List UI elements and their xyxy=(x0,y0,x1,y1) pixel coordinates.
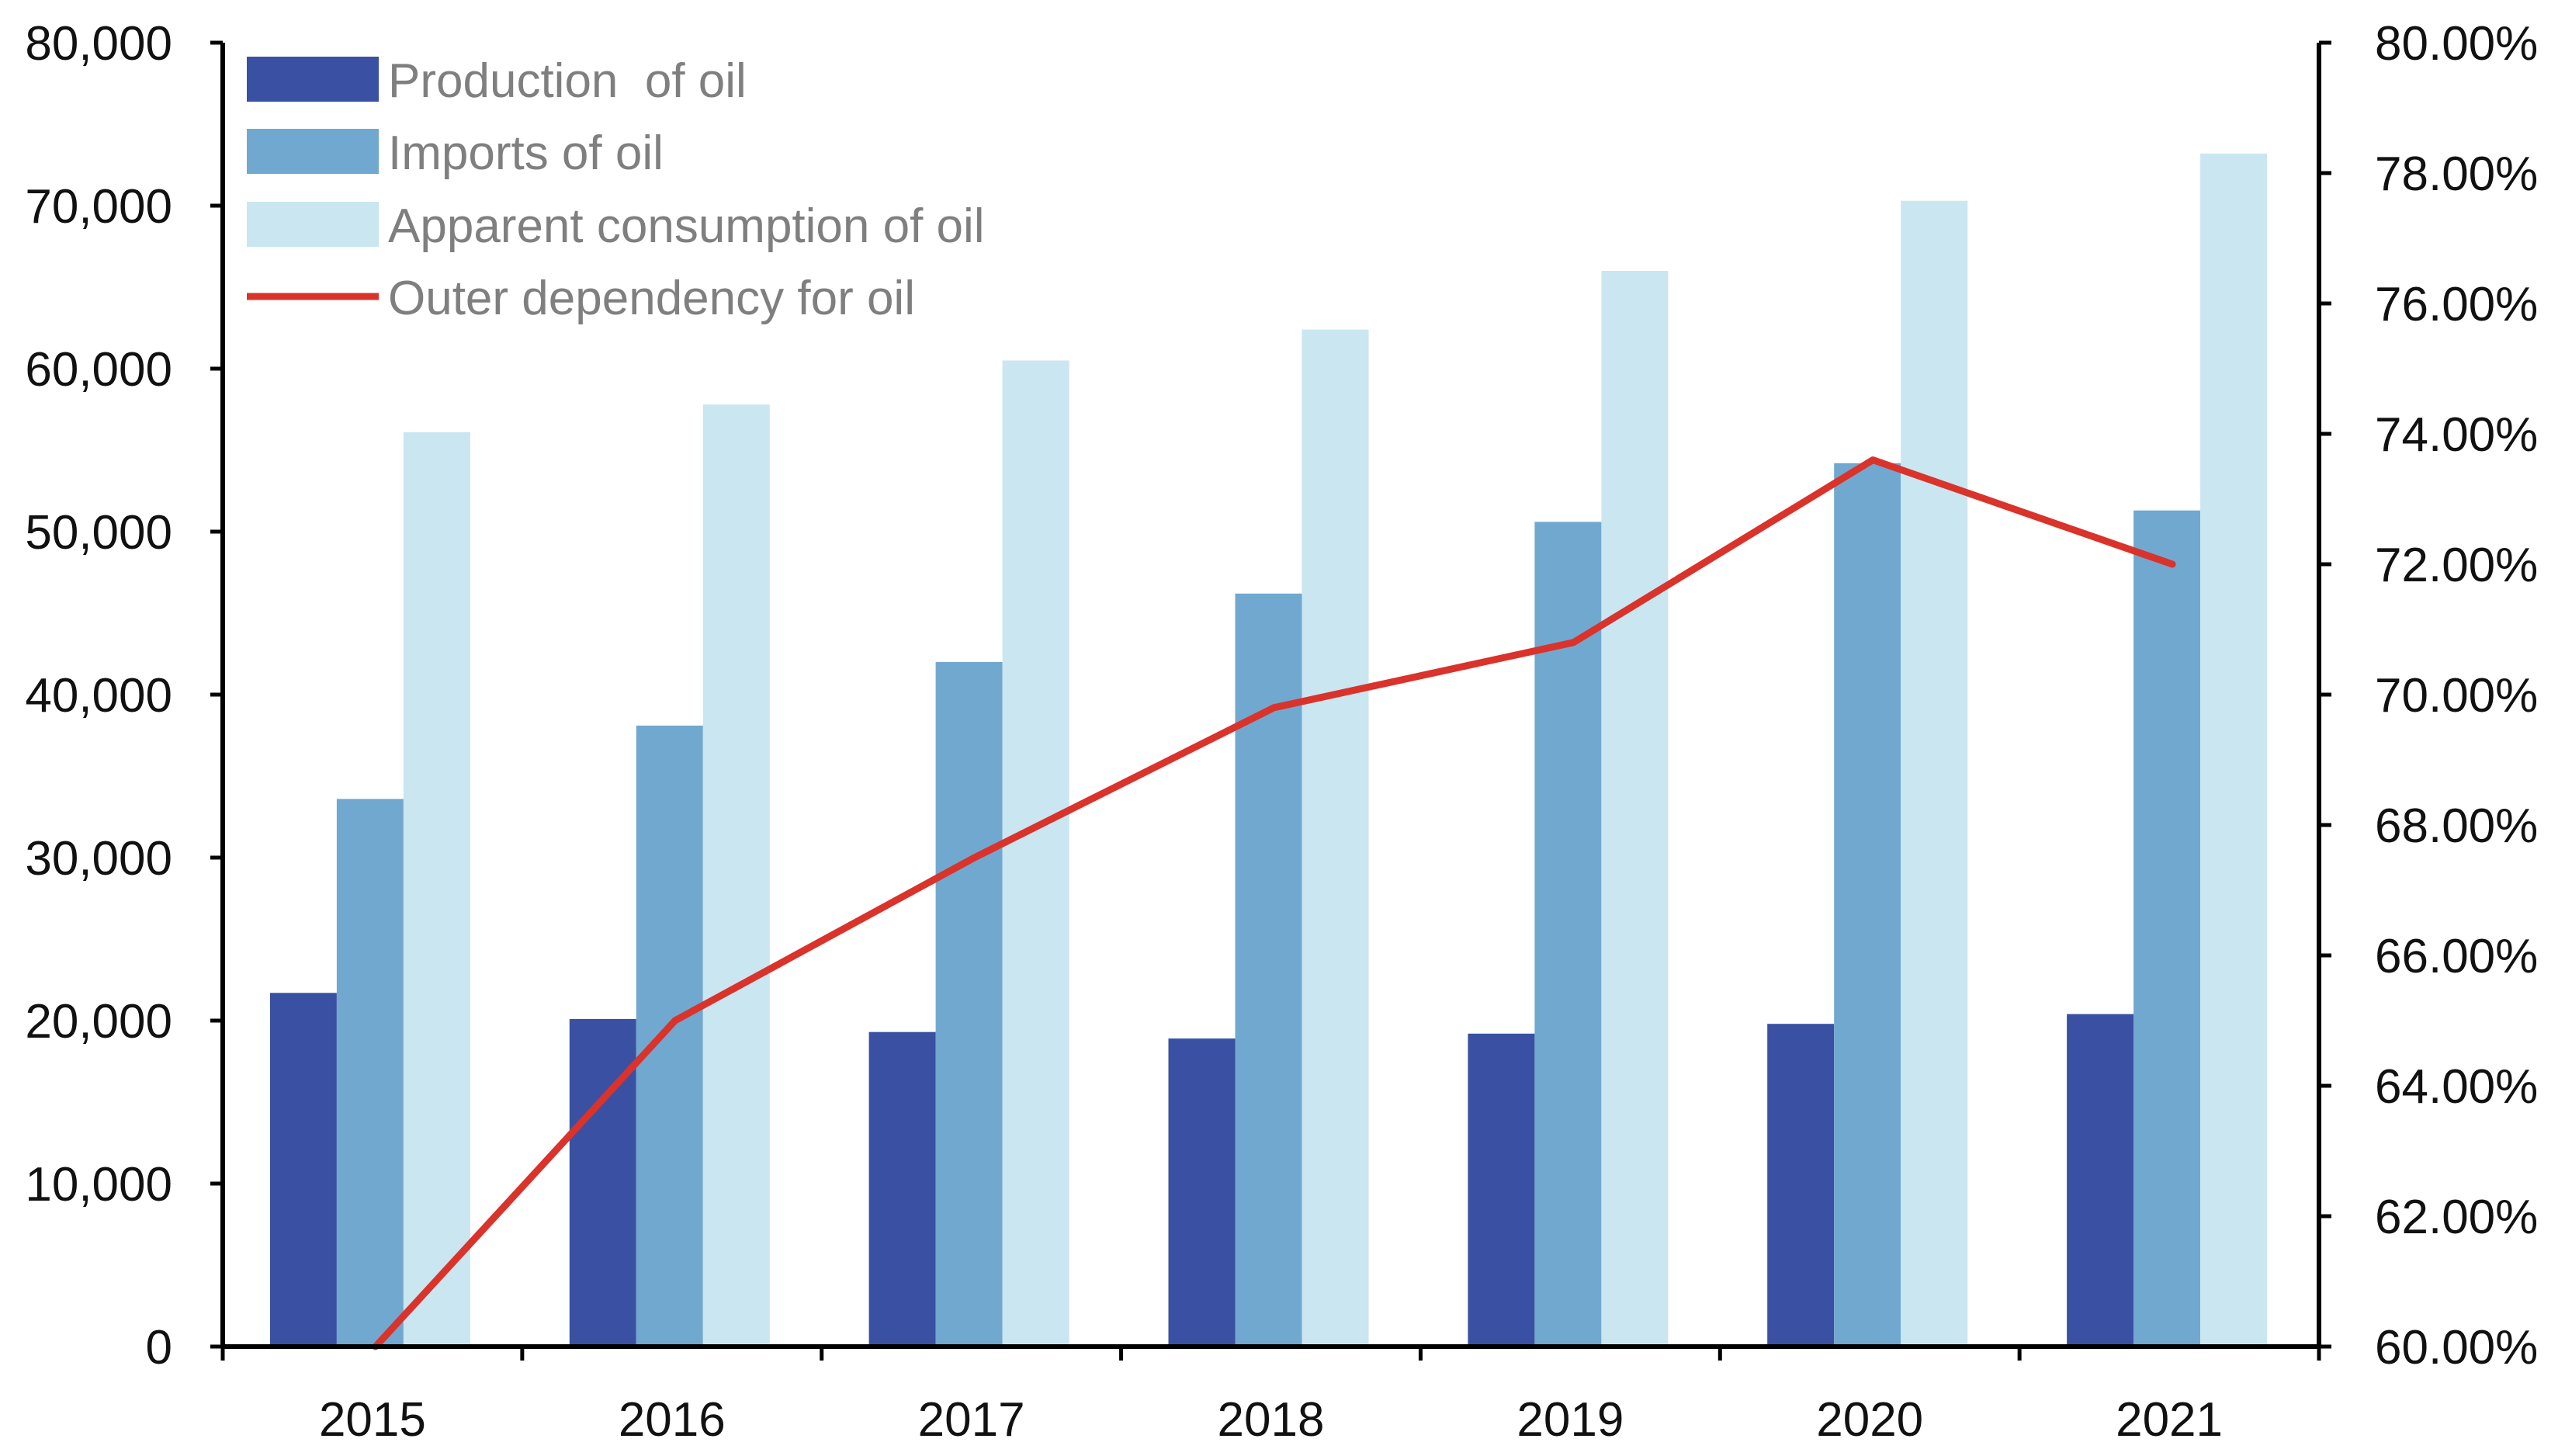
bar-imports-of-oil-2019 xyxy=(1534,522,1602,1347)
bar-production-of-oil-2016 xyxy=(569,1018,636,1347)
x-tick-label-2019: 2019 xyxy=(1516,1393,1624,1447)
y-left-tick-label: 80,000 xyxy=(25,17,172,71)
legend-swatch-2 xyxy=(247,202,379,247)
y-left-tick-label: 10,000 xyxy=(25,1158,172,1212)
bar-apparent-consumption-of-oil-2019 xyxy=(1601,271,1669,1347)
legend-label-0: Production of oil xyxy=(388,54,747,108)
x-tick-label-2017: 2017 xyxy=(918,1393,1025,1447)
y-right-tick-label: 76.00% xyxy=(2375,278,2538,331)
y-left-tick-label: 50,000 xyxy=(25,506,172,560)
x-tick-label-2021: 2021 xyxy=(2116,1393,2223,1447)
bar-apparent-consumption-of-oil-2016 xyxy=(702,404,770,1347)
y-right-tick-label: 64.00% xyxy=(2375,1060,2538,1114)
bar-apparent-consumption-of-oil-2018 xyxy=(1302,329,1369,1347)
bar-production-of-oil-2017 xyxy=(868,1031,936,1347)
bar-imports-of-oil-2017 xyxy=(935,662,1003,1347)
bar-apparent-consumption-of-oil-2015 xyxy=(403,432,470,1347)
line-layer xyxy=(372,456,2176,1350)
bar-production-of-oil-2018 xyxy=(1168,1038,1236,1347)
legend-swatch-1 xyxy=(247,129,379,174)
y-left-tick-label: 30,000 xyxy=(25,832,172,886)
y-left-tick-label: 20,000 xyxy=(25,995,172,1049)
x-tick-label-2015: 2015 xyxy=(319,1393,426,1447)
legend-label-2: Apparent consumption of oil xyxy=(388,199,985,253)
legend-label-1: Imports of oil xyxy=(388,127,664,180)
legend-label-3: Outer dependency for oil xyxy=(388,272,915,325)
y-left-tick-label: 40,000 xyxy=(25,669,172,723)
bar-imports-of-oil-2015 xyxy=(336,799,404,1347)
y-left-tick-label: 60,000 xyxy=(25,343,172,397)
bar-imports-of-oil-2016 xyxy=(636,725,703,1347)
bar-production-of-oil-2015 xyxy=(269,993,337,1347)
axes-layer: 0 10,000 20,000 30,000 40,000 50,000 60,000 70,… xyxy=(25,17,2538,1447)
legend-swatch-0 xyxy=(247,57,379,102)
x-tick-label-2018: 2018 xyxy=(1218,1393,1325,1447)
y-right-tick-label: 70.00% xyxy=(2375,669,2538,723)
bar-apparent-consumption-of-oil-2020 xyxy=(1901,200,1968,1347)
bar-production-of-oil-2019 xyxy=(1468,1033,1535,1347)
bar-apparent-consumption-of-oil-2021 xyxy=(2200,153,2268,1347)
y-right-tick-label: 78.00% xyxy=(2375,147,2538,201)
bar-apparent-consumption-of-oil-2017 xyxy=(1002,360,1069,1347)
y-right-tick-label: 60.00% xyxy=(2375,1321,2538,1375)
bar-imports-of-oil-2020 xyxy=(1834,463,1901,1347)
x-tick-label-2016: 2016 xyxy=(619,1393,726,1447)
y-right-tick-label: 68.00% xyxy=(2375,799,2538,853)
bar-production-of-oil-2020 xyxy=(1767,1024,1835,1347)
legend: Production of oil Imports of oil Apparent … xyxy=(247,54,985,325)
x-tick-label-2020: 2020 xyxy=(1816,1393,1923,1447)
y-right-tick-label: 80.00% xyxy=(2375,17,2538,71)
bar-production-of-oil-2021 xyxy=(2067,1014,2134,1347)
y-right-tick-label: 66.00% xyxy=(2375,930,2538,983)
y-left-tick-label: 0 xyxy=(146,1321,172,1375)
y-right-tick-label: 72.00% xyxy=(2375,539,2538,592)
bars-layer xyxy=(269,153,2268,1347)
bar-imports-of-oil-2021 xyxy=(2133,510,2201,1347)
y-left-tick-label: 70,000 xyxy=(25,180,172,234)
y-right-tick-label: 74.00% xyxy=(2375,408,2538,462)
y-right-tick-label: 62.00% xyxy=(2375,1191,2538,1244)
